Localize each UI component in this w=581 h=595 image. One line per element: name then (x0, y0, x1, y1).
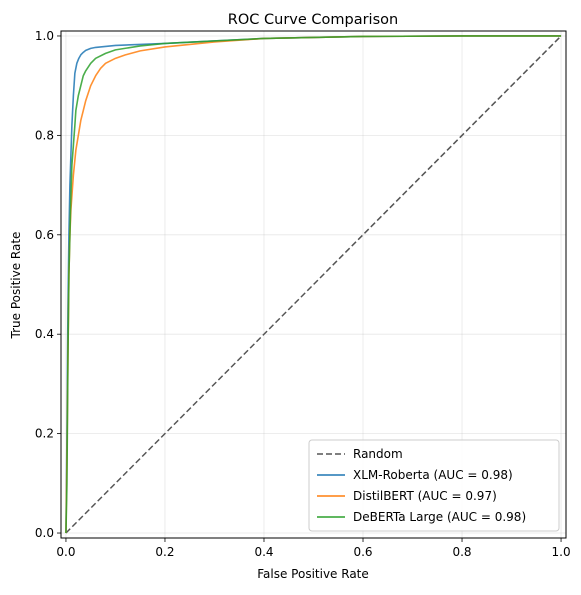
x-axis-label: False Positive Rate (257, 567, 369, 581)
legend-label-0: Random (353, 447, 403, 461)
y-tick-label: 0.4 (35, 327, 54, 341)
series-line-3 (65, 35, 562, 534)
legend: Random XLM-Roberta (AUC = 0.98) DistilBERT… (308, 439, 560, 532)
plot-lines (65, 35, 562, 534)
x-tick-label: 1.0 (552, 545, 571, 559)
y-tick-label: 0.0 (35, 526, 54, 540)
x-tick-label: 0.6 (353, 545, 372, 559)
x-tick-label: 0.8 (452, 545, 471, 559)
legend-label-3: DeBERTa Large (AUC = 0.98) (353, 510, 526, 524)
grid-lines (61, 31, 566, 538)
legend-box (308, 439, 560, 532)
chart-title: ROC Curve Comparison (228, 12, 398, 28)
x-tick-label: 0.4 (254, 545, 273, 559)
plot-frame (60, 30, 567, 539)
y-tick-label: 0.6 (35, 228, 54, 242)
y-tick-label: 1.0 (35, 29, 54, 43)
legend-label-2: DistilBERT (AUC = 0.97) (353, 489, 497, 503)
y-tick-label: 0.2 (35, 427, 54, 441)
x-tick-label: 0.0 (56, 545, 75, 559)
y-axis-label: True Positive Rate (9, 232, 23, 340)
axis-ticks: 0.0 0.2 0.4 0.6 0.8 1.0 0.0 0.2 0.4 0.6 0.8 1.0 (35, 29, 571, 559)
legend-label-1: XLM-Roberta (AUC = 0.98) (353, 468, 513, 482)
y-tick-label: 0.8 (35, 128, 54, 142)
x-tick-label: 0.2 (155, 545, 174, 559)
